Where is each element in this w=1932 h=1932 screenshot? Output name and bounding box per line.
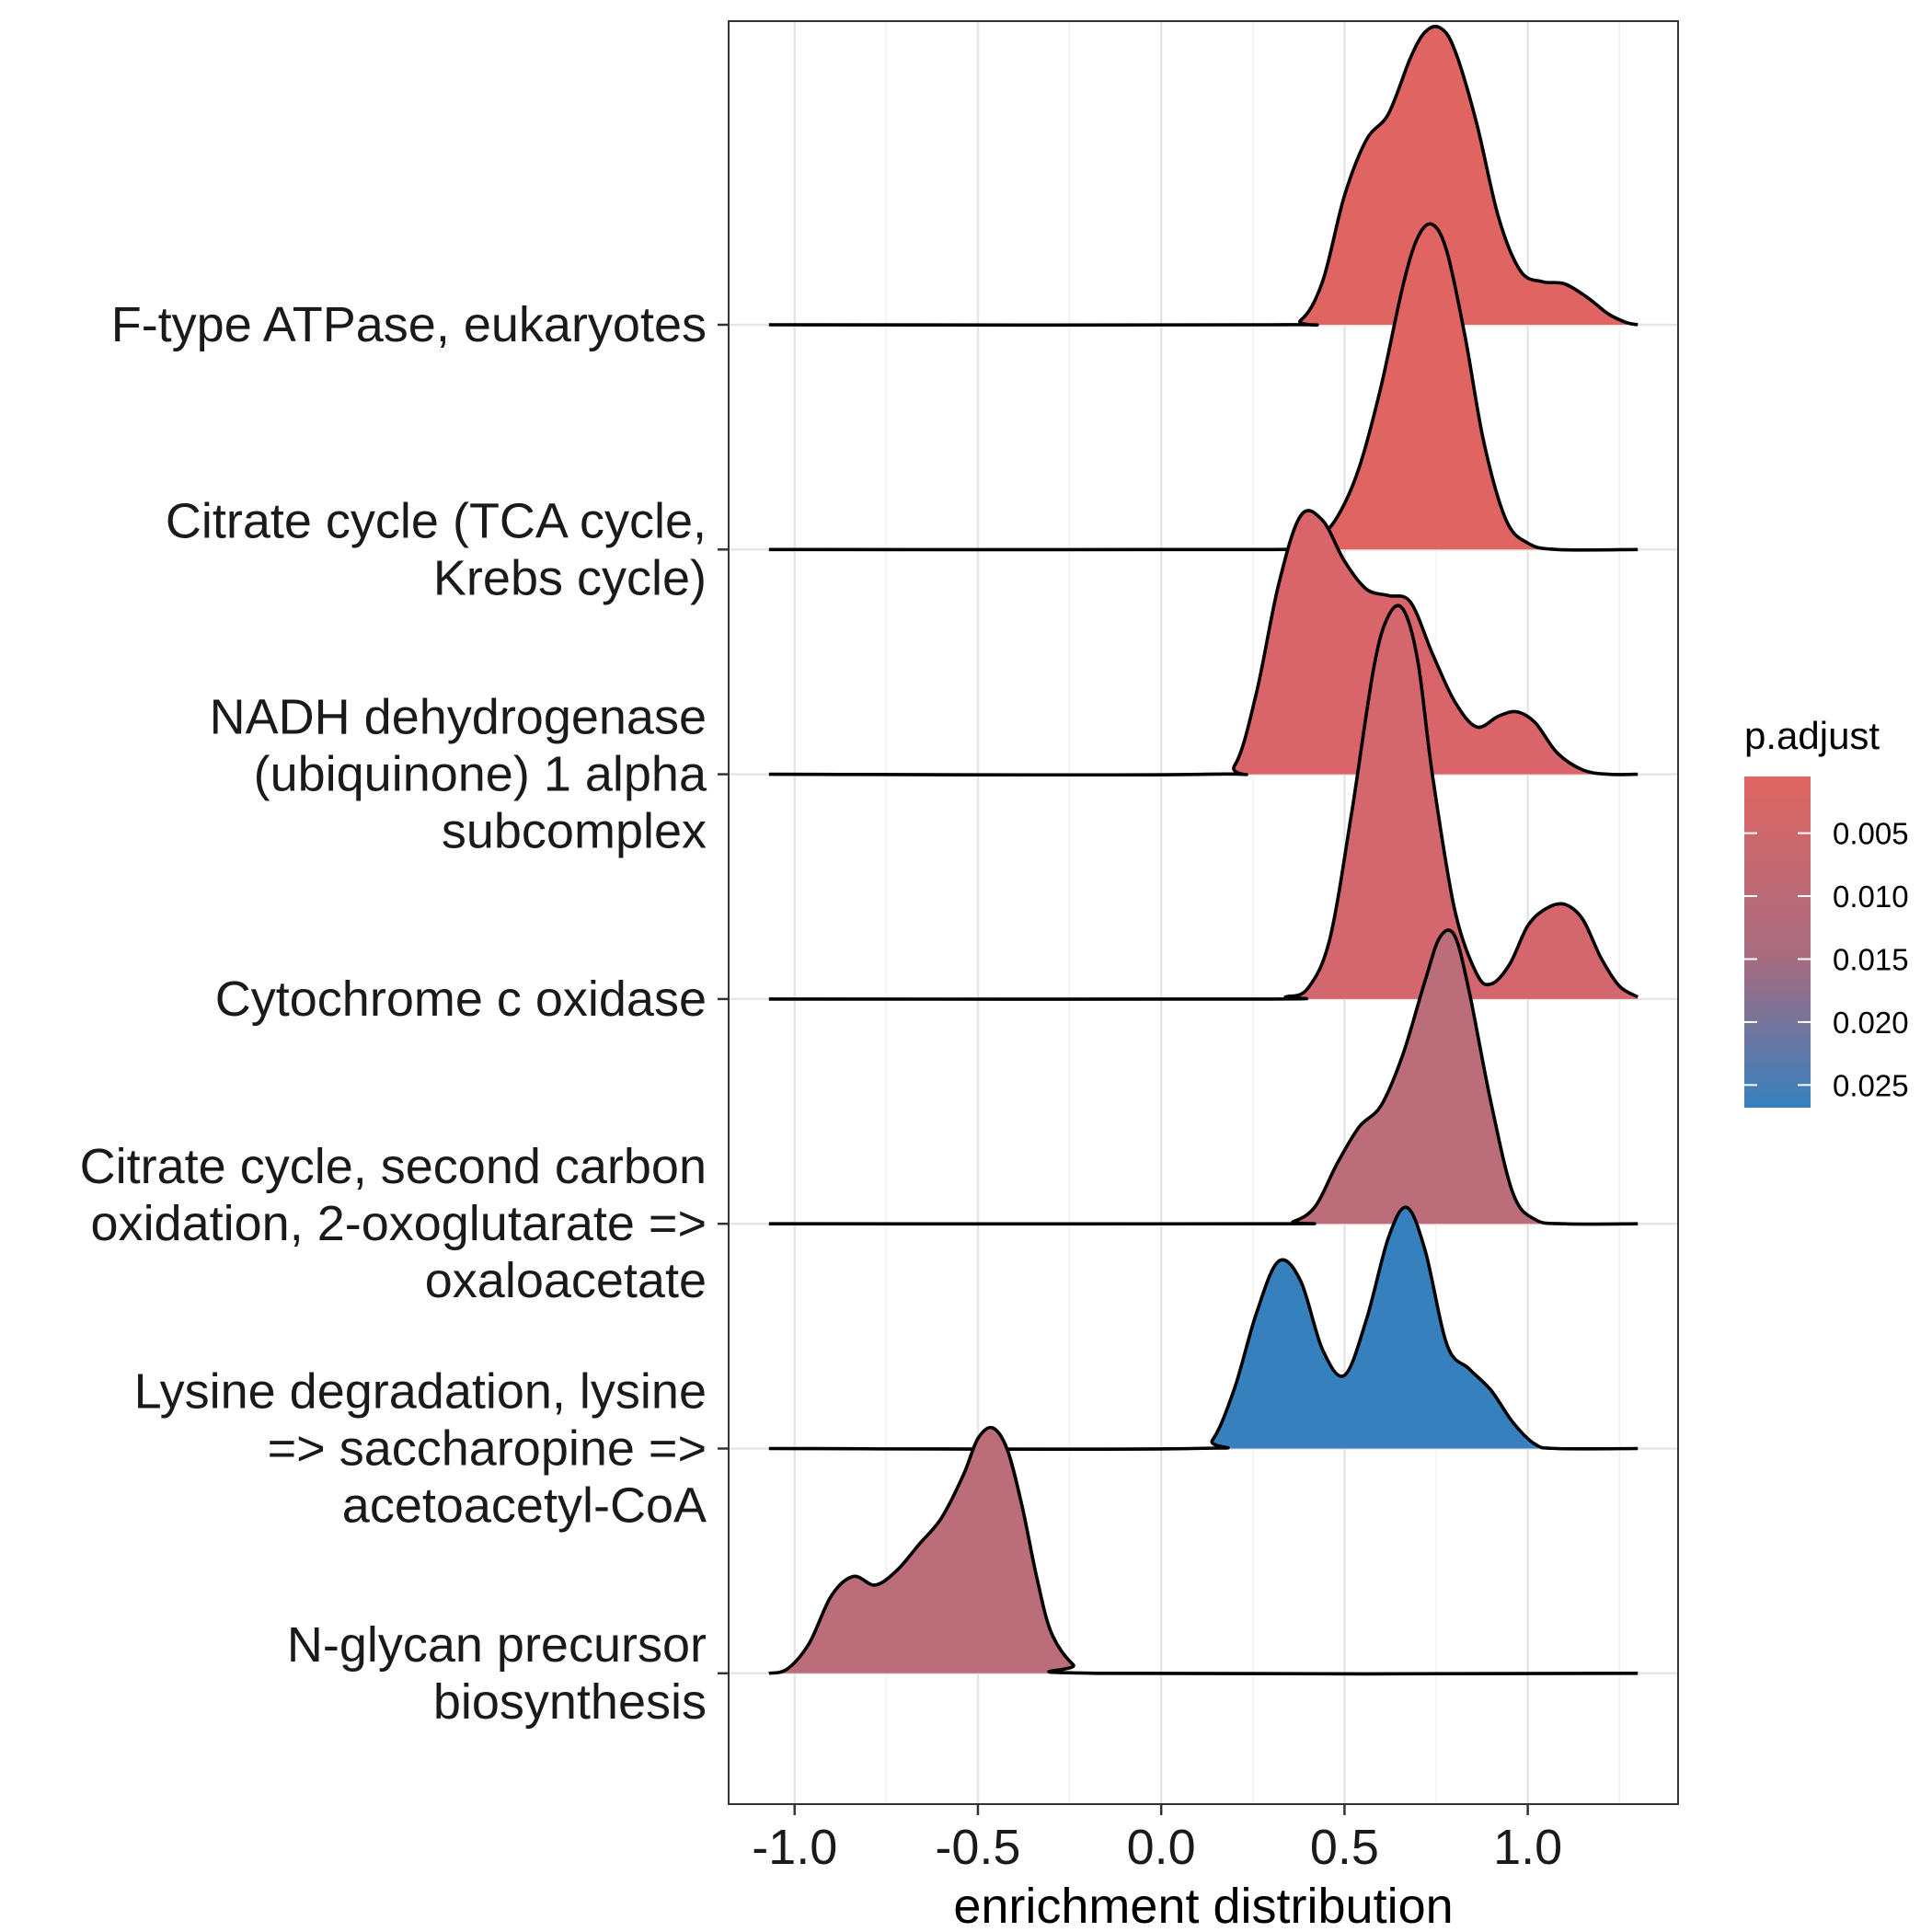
legend-tick-label: 0.020: [1833, 1006, 1909, 1040]
legend-colorbar: [1744, 776, 1811, 1108]
ridge-series: [768, 928, 1639, 1226]
plot-panel-border: [728, 20, 1679, 1805]
ridge-fill: [768, 1207, 1639, 1450]
y-tick-label: Citrate cycle, second carbon oxidation, 2…: [80, 1139, 707, 1308]
x-tick-label: -0.5: [935, 1820, 1020, 1875]
x-tick-label: 0.5: [1310, 1820, 1379, 1875]
y-tick-label: Citrate cycle (TCA cycle, Krebs cycle): [166, 493, 707, 605]
ridge-fill: [768, 605, 1639, 1000]
ridge-fill: [768, 1427, 1639, 1674]
ridge-outline: [768, 1425, 1639, 1676]
legend-ticks: 0.005 0.010 0.015 0.020 0.025: [1744, 817, 1909, 1102]
ridge-outline: [768, 24, 1639, 328]
x-axis-title: enrichment distribution: [953, 1879, 1453, 1932]
legend-tick-label: 0.010: [1833, 880, 1909, 914]
x-tick-label: 1.0: [1493, 1820, 1562, 1875]
legend: p.adjust 0.005 0.010 0.015 0.020 0.025: [1744, 714, 1909, 1108]
ridge-series: [768, 604, 1639, 1001]
ridges-layer: [768, 24, 1639, 1676]
ridge-series: [768, 1205, 1639, 1452]
ridge-series: [768, 24, 1639, 328]
y-tick-label: F-type ATPase, eukaryotes: [111, 297, 707, 352]
y-tick-label: NADH dehydrogenase (ubiquinone) 1 alpha su…: [210, 690, 707, 859]
legend-tick-label: 0.025: [1833, 1068, 1909, 1102]
ridge-fill: [768, 26, 1639, 326]
y-tick-label: Lysine degradation, lysine => saccharopin…: [134, 1364, 707, 1534]
ridge-outline: [768, 1205, 1639, 1452]
ridge-outline: [768, 604, 1639, 1001]
ridge-series: [768, 1425, 1639, 1676]
ridge-outline: [768, 928, 1639, 1226]
ridge-fill: [768, 224, 1639, 550]
legend-title: p.adjust: [1744, 714, 1880, 757]
y-axis: F-type ATPase, eukaryotes Citrate cycle (…: [80, 297, 729, 1730]
y-tick-label: N-glycan precursor biosynthesis: [287, 1617, 707, 1730]
y-tick-label: Cytochrome c oxidase: [215, 972, 707, 1027]
ridge-outline: [768, 509, 1639, 777]
legend-tick-label: 0.005: [1833, 817, 1909, 851]
legend-tick-label: 0.015: [1833, 942, 1909, 976]
x-axis: -1.0 -0.5 0.0 0.5 1.0: [752, 1804, 1562, 1875]
x-tick-label: -1.0: [752, 1820, 837, 1875]
x-tick-label: 0.0: [1127, 1820, 1196, 1875]
ridge-fill: [768, 929, 1639, 1225]
